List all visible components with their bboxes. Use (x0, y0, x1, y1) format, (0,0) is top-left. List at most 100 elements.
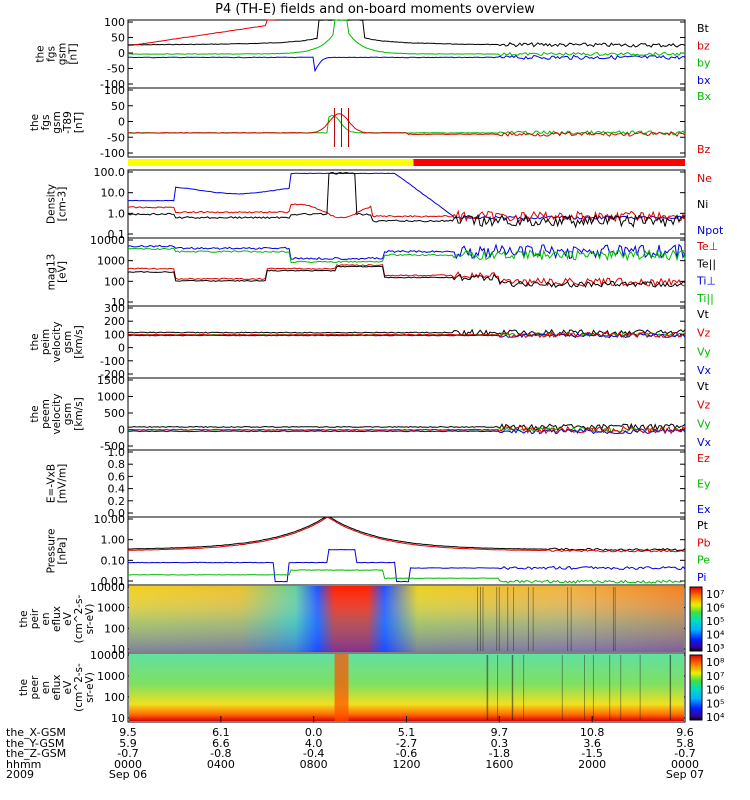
ephemeris-block: the_X-GSM 9.5 6.1 0.0 5.1 9.7 10.8 9.6 the_Y-GSM… (0, 726, 750, 796)
ytick-label: 10000 (90, 649, 125, 662)
colorbar-tick: 10⁵ (706, 697, 724, 710)
ylabel-fgs-t89: the (29, 114, 41, 131)
legend-peim-velocity-Vy: Vy (697, 345, 711, 358)
mode-bar-fast (413, 159, 685, 166)
ytick-label: 100 (104, 84, 125, 97)
ytick-label: -200 (100, 368, 125, 381)
ytick-label: 100 (104, 622, 125, 635)
ytick-label: 100 (104, 275, 125, 288)
ylabel-peer-spectrogram: en (40, 681, 52, 694)
legend-peem-velocity-Vt: Vt (697, 380, 710, 393)
mode-bar-slow (128, 159, 414, 166)
ylabel-temperature: [eV] (57, 261, 69, 283)
trace-Ti-par (127, 247, 686, 264)
ephemeris-name: the_Z-GSM (6, 747, 67, 760)
legend-peem-velocity-Vx: Vx (697, 436, 712, 449)
ylabel-fgs: the (35, 45, 47, 62)
spectrogram-peir-overlay (129, 586, 684, 652)
ylabel-temperature: mag13 (46, 254, 58, 291)
ylabel-fgs: gsm (57, 43, 69, 65)
trace-Pi (127, 548, 686, 583)
ephemeris-value: Sep 07 (665, 768, 705, 781)
ytick-label: -50 (107, 131, 125, 144)
ytick-label: 300 (104, 302, 125, 315)
trace-bx (127, 54, 686, 73)
legend-efield-Ey: Ey (697, 478, 711, 491)
colorbar-tick: 10⁴ (706, 629, 725, 642)
trace-Bz (128, 113, 686, 137)
ephemeris-value: 5.1 (397, 726, 416, 739)
panel-frame-fgs-t89 (127, 87, 686, 158)
trace-Ni (127, 171, 686, 229)
ylabel-fgs-t89: [nT] (73, 112, 85, 133)
ytick-label: -100 (100, 147, 125, 160)
ephemeris-value: 5.9 (119, 736, 137, 750)
ylabel-pressure: [nPa] (57, 537, 69, 564)
ytick-label: -50 (107, 63, 125, 76)
ylabel-peer-spectrogram: eflux (51, 675, 63, 701)
ytick-label: 0.10 (101, 554, 126, 567)
legend-temperature-Ti||: Ti|| (696, 292, 714, 305)
legend-density-Ne: Ne (697, 172, 712, 185)
trace-Te-par (127, 265, 686, 288)
ephemeris-name: 2009 (6, 768, 34, 781)
legend-peim-velocity-Vx: Vx (697, 364, 712, 377)
ytick-label: 100 (104, 16, 125, 29)
ylabel-peir-spectrogram: eV (62, 611, 74, 625)
ylabel-peir-spectrogram: sr-eV) (84, 604, 96, 635)
spectrogram-peer (129, 654, 684, 721)
trace-Te-perp (127, 264, 686, 288)
legend-fgs-bx: bx (697, 74, 711, 87)
legend-density-Ni: Ni (697, 198, 708, 211)
ytick-label: 50 (111, 32, 125, 45)
legend-pressure-Pe: Pe (697, 554, 710, 567)
ylabel-peir-spectrogram: en (40, 612, 52, 625)
trace-Vz (127, 425, 686, 435)
trace-Bt (127, 19, 686, 48)
ytick-label: 50 (111, 100, 125, 113)
ephemeris-value: 10.8 (579, 726, 605, 739)
ytick-label: 1000 (97, 255, 125, 268)
ytick-label: 1.0 (108, 207, 126, 220)
legend-fgs-t89-Bz: Bz (697, 143, 711, 156)
ephemeris-value: -0.4 (302, 747, 325, 760)
ylabel-peir-spectrogram: eflux (51, 606, 63, 632)
ephemeris-value: 5.8 (676, 736, 694, 750)
ephemeris-row: hhmm 0000 0400 0800 1200 1600 2000 0000 (0, 757, 750, 771)
ylabel-efield: E=-VxB (46, 464, 58, 503)
ytick-label: 10.00 (94, 513, 126, 526)
panel-frame-density (127, 169, 686, 239)
ylabel-peem-velocity: gsm (62, 403, 74, 425)
colorbar-tick: 10³ (706, 642, 724, 655)
ephemeris-value: 0800 (299, 757, 328, 771)
panel-frame-peim-velocity (127, 305, 686, 379)
ephemeris-row: the_Z-GSM -0.7 -0.8 -0.4 -0.6 -1.8 -1.5 -0.7 (0, 747, 750, 760)
ephemeris-value: 0000 (671, 757, 699, 771)
ylabel-peim-velocity: peim (40, 329, 52, 355)
trace-Bx (127, 114, 686, 136)
trace-Pe (127, 569, 686, 584)
legend-temperature-Te⊥: Te⊥ (696, 240, 718, 253)
ephemeris-value: 0.0 (304, 726, 323, 739)
legend-peem-velocity-Vy: Vy (697, 417, 711, 430)
ylabel-peer-spectrogram: peer (29, 675, 41, 700)
ytick-label: 0.8 (108, 458, 126, 471)
ylabel-fgs-t89: fgs (40, 115, 52, 131)
ephemeris-value: 9.5 (119, 726, 137, 739)
ephemeris-row: 2009 Sep 06 Sep 07 (0, 768, 750, 781)
ylabel-fgs-t89: gsm (51, 111, 63, 133)
ylabel-density: Density (46, 184, 58, 224)
ytick-label: 10000 (90, 234, 125, 247)
ephemeris-value: Sep 06 (108, 768, 148, 781)
ylabel-peem-velocity: the (29, 405, 41, 422)
ytick-label: 10 (111, 296, 125, 309)
trace-Pb (128, 516, 686, 553)
ytick-label: 10 (111, 712, 125, 725)
ephemeris-row: the_Y-GSM 5.9 6.6 4.0 -2.7 0.3 3.6 5.8 (0, 736, 750, 750)
ephemeris-value: 9.7 (490, 726, 509, 739)
legend-pressure-Pi: Pi (697, 571, 706, 584)
ephemeris-value: 3.6 (583, 736, 601, 750)
ytick-label: 100 (104, 691, 125, 704)
